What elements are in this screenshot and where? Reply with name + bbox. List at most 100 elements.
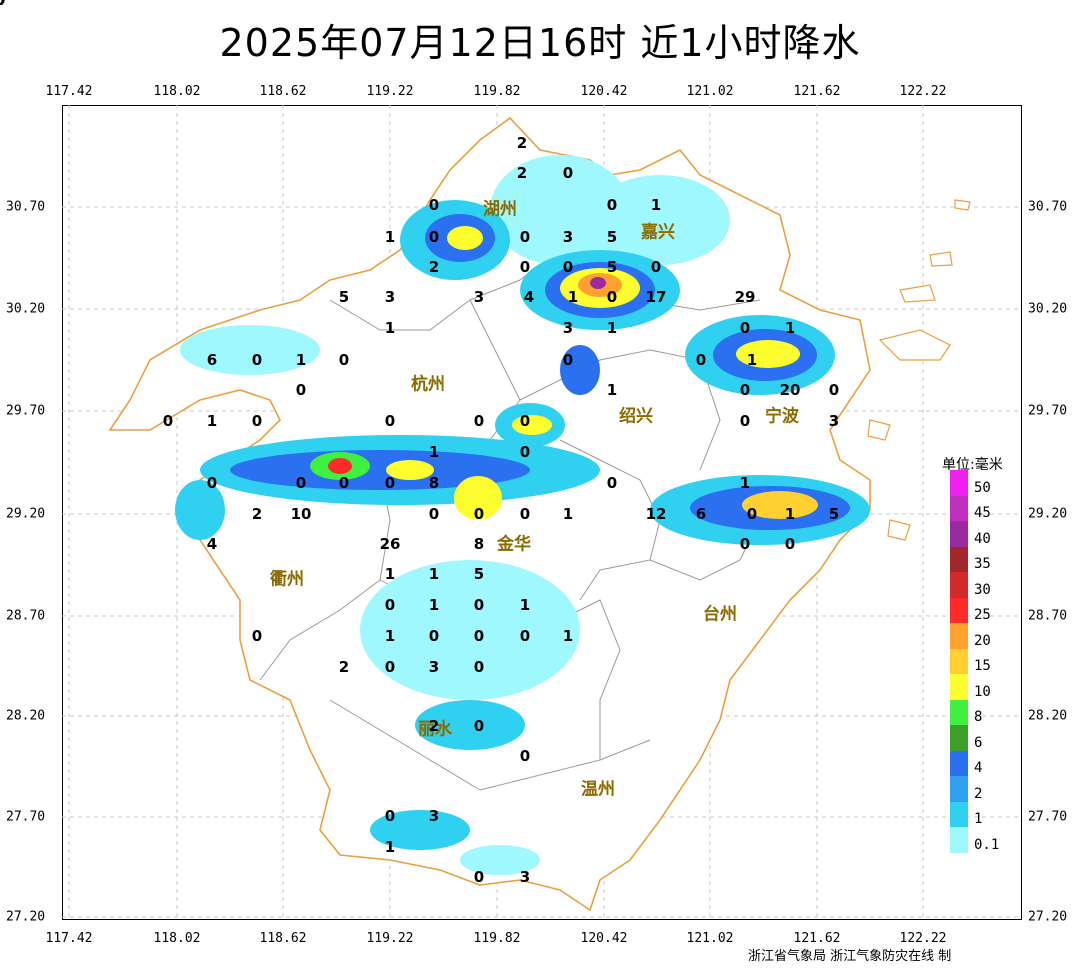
- station-value: 0: [828, 381, 840, 399]
- station-value: 0: [784, 535, 796, 553]
- station-value: 1: [567, 288, 579, 306]
- station-value: 0: [473, 868, 485, 886]
- station-value: 0: [384, 807, 396, 825]
- station-value: 0: [739, 381, 751, 399]
- station-value: 0: [0, 0, 5, 9]
- station-value: 1: [384, 319, 396, 337]
- lat-tick-label: 27.70: [6, 809, 46, 825]
- lon-tick-label: 118.62: [259, 931, 307, 946]
- station-value: 0: [695, 351, 707, 369]
- station-value: 1: [384, 838, 396, 856]
- legend-label: 25: [974, 607, 991, 624]
- city-label: 宁波: [765, 406, 799, 427]
- station-value: 0: [473, 627, 485, 645]
- lat-tick-label: 29.20: [6, 506, 46, 522]
- lon-tick-label: 121.62: [793, 931, 841, 946]
- station-value: 5: [338, 288, 350, 306]
- station-value: 0: [562, 164, 574, 182]
- city-label: 湖州: [483, 199, 517, 220]
- station-value: 0: [338, 351, 350, 369]
- lon-tick-label: 120.42: [580, 931, 628, 946]
- station-value: 0: [0, 0, 5, 9]
- city-label: 绍兴: [619, 406, 653, 427]
- station-value: 1: [206, 412, 218, 430]
- legend-label: 0.1: [974, 836, 1000, 853]
- station-value: 2: [251, 505, 263, 523]
- station-value: 3: [428, 807, 440, 825]
- legend-swatch: [950, 674, 968, 700]
- credit-text: 浙江省气象局 浙江气象防灾在线 制: [748, 949, 952, 964]
- station-value: 1: [650, 196, 662, 214]
- legend-swatch: [950, 597, 968, 624]
- lon-tick-label: 118.62: [259, 84, 307, 99]
- station-value: 0: [473, 717, 485, 735]
- lat-tick-label: 28.20: [1028, 708, 1068, 724]
- legend-swatch: [950, 750, 968, 777]
- station-value: 0: [428, 196, 440, 214]
- lon-tick-label: 121.02: [686, 84, 734, 99]
- legend-swatch: [950, 827, 968, 853]
- station-value: 1: [606, 319, 618, 337]
- station-value: 0: [562, 351, 574, 369]
- lat-tick-label: 29.20: [1028, 506, 1068, 522]
- legend-swatch: [950, 623, 968, 649]
- station-value: 1: [739, 474, 751, 492]
- station-value: 2: [428, 258, 440, 276]
- station-value: 3: [473, 288, 485, 306]
- station-value: 1: [562, 627, 574, 645]
- station-value: 0: [428, 228, 440, 246]
- station-value: 0: [739, 535, 751, 553]
- station-value: 1: [428, 443, 440, 461]
- station-value: 0: [384, 412, 396, 430]
- city-label: 金华: [497, 534, 531, 555]
- station-value: 0: [0, 0, 5, 9]
- city-label: 台州: [703, 604, 737, 625]
- station-value: 0: [473, 658, 485, 676]
- legend-swatch: [950, 648, 968, 675]
- station-value: 17: [645, 288, 667, 306]
- station-value: 2: [516, 134, 528, 152]
- station-value: 4: [206, 535, 218, 553]
- station-value: 0: [251, 412, 263, 430]
- lon-tick-label: 119.82: [473, 84, 521, 99]
- station-value: 0: [519, 627, 531, 645]
- legend-swatch: [950, 470, 968, 496]
- lat-tick-label: 30.20: [1028, 301, 1068, 317]
- lon-tick-label: 119.22: [366, 931, 414, 946]
- station-value: 6: [695, 505, 707, 523]
- station-value: 5: [473, 565, 485, 583]
- station-value: 0: [606, 288, 618, 306]
- lat-tick-label: 30.20: [6, 301, 46, 317]
- legend-label: 10: [974, 683, 991, 700]
- station-value: 0: [562, 258, 574, 276]
- station-value: 0: [519, 443, 531, 461]
- station-value: 1: [784, 505, 796, 523]
- lat-tick-label: 28.20: [6, 708, 46, 724]
- station-value: 0: [473, 412, 485, 430]
- legend-label: 4: [974, 760, 983, 777]
- station-value: 3: [519, 868, 531, 886]
- station-value: 0: [739, 412, 751, 430]
- legend-label: 6: [974, 734, 983, 751]
- legend-swatch: [950, 495, 968, 522]
- legend-label: 50: [974, 479, 991, 496]
- station-value: 0: [428, 505, 440, 523]
- station-value: 2: [338, 658, 350, 676]
- station-value: 0: [650, 258, 662, 276]
- station-value: 6: [206, 351, 218, 369]
- station-value: 1: [428, 565, 440, 583]
- coastal-islands: [867, 199, 971, 541]
- legend-swatch: [950, 699, 968, 726]
- station-value: 1: [562, 505, 574, 523]
- lat-tick-label: 28.70: [1028, 608, 1068, 624]
- station-value: 3: [428, 658, 440, 676]
- station-value: 0: [519, 258, 531, 276]
- lon-tick-label: 117.42: [45, 84, 93, 99]
- legend-label: 35: [974, 556, 991, 573]
- lat-tick-label: 27.20: [6, 909, 46, 925]
- lat-tick-label: 30.70: [6, 199, 46, 215]
- city-label: 衢州: [270, 569, 304, 590]
- legend-swatch: [950, 546, 968, 573]
- station-value: 0: [519, 412, 531, 430]
- station-value: 0: [519, 505, 531, 523]
